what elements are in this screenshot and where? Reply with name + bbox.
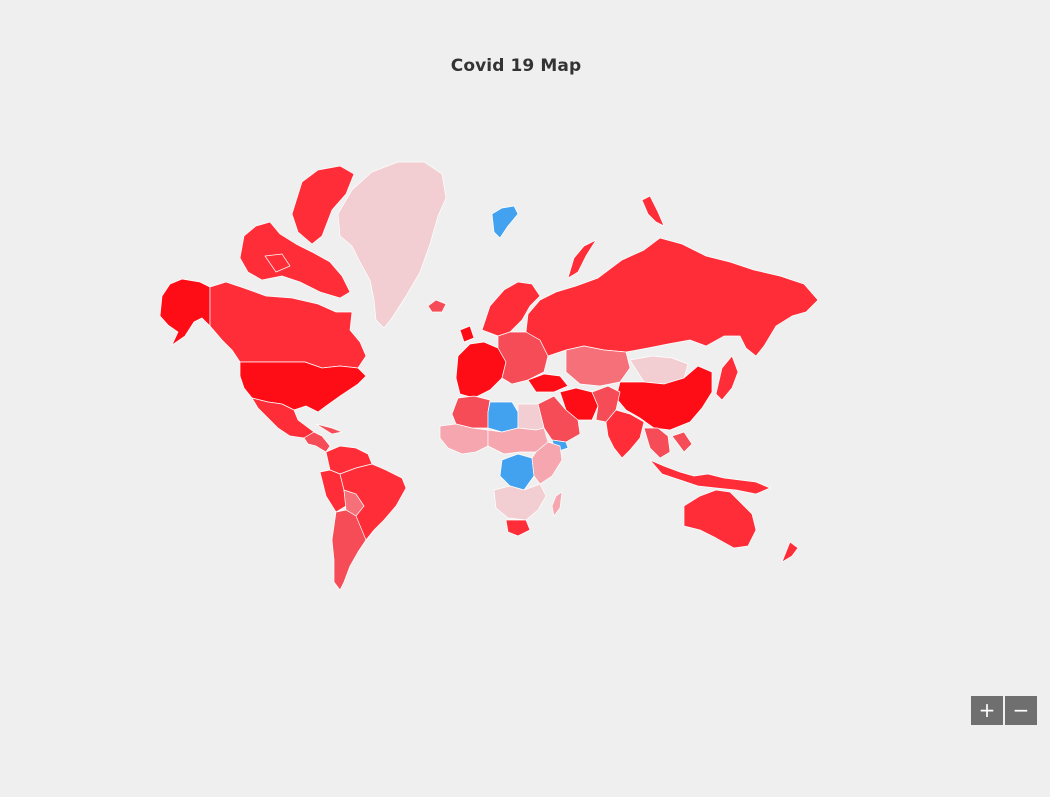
region-australia[interactable] (683, 489, 757, 549)
zoom-out-button[interactable]: − (1005, 696, 1037, 725)
region-turkey[interactable] (527, 373, 569, 393)
map-title: Covid 19 Map (450, 56, 582, 76)
region-arabia[interactable] (537, 395, 581, 443)
region-united-states[interactable] (239, 361, 367, 413)
region-japan[interactable] (715, 355, 739, 401)
zoom-in-button[interactable]: + (971, 696, 1003, 725)
region-new-zealand[interactable] (781, 541, 799, 563)
region-eastern-europe[interactable] (497, 331, 549, 385)
region-central-asia[interactable] (565, 345, 631, 387)
zoom-controls: + − (971, 696, 1037, 725)
region-novaya-zemlya[interactable] (567, 195, 665, 279)
region-north-africa[interactable] (451, 395, 491, 429)
region-canadian-arctic[interactable] (239, 165, 355, 299)
region-canada[interactable] (209, 281, 367, 369)
region-india[interactable] (605, 409, 645, 459)
region-southern-africa[interactable] (493, 483, 547, 521)
region-southeast-asia[interactable] (643, 427, 693, 459)
region-central-america[interactable] (303, 423, 343, 453)
region-chile-argentina[interactable] (331, 509, 367, 591)
region-dr-congo[interactable] (499, 453, 535, 491)
region-china[interactable] (615, 365, 713, 431)
region-russia[interactable] (525, 237, 819, 357)
region-west-africa[interactable] (439, 423, 489, 455)
region-svalbard[interactable] (491, 205, 519, 239)
region-alaska[interactable] (159, 278, 211, 346)
region-madagascar[interactable] (551, 491, 563, 517)
region-south-africa[interactable] (505, 519, 531, 537)
region-bolivia[interactable] (343, 489, 365, 517)
region-indonesia[interactable] (649, 459, 771, 495)
region-iceland[interactable] (427, 299, 447, 313)
region-greenland[interactable] (337, 161, 447, 329)
region-libya[interactable] (487, 401, 519, 433)
region-east-africa[interactable] (531, 441, 563, 485)
